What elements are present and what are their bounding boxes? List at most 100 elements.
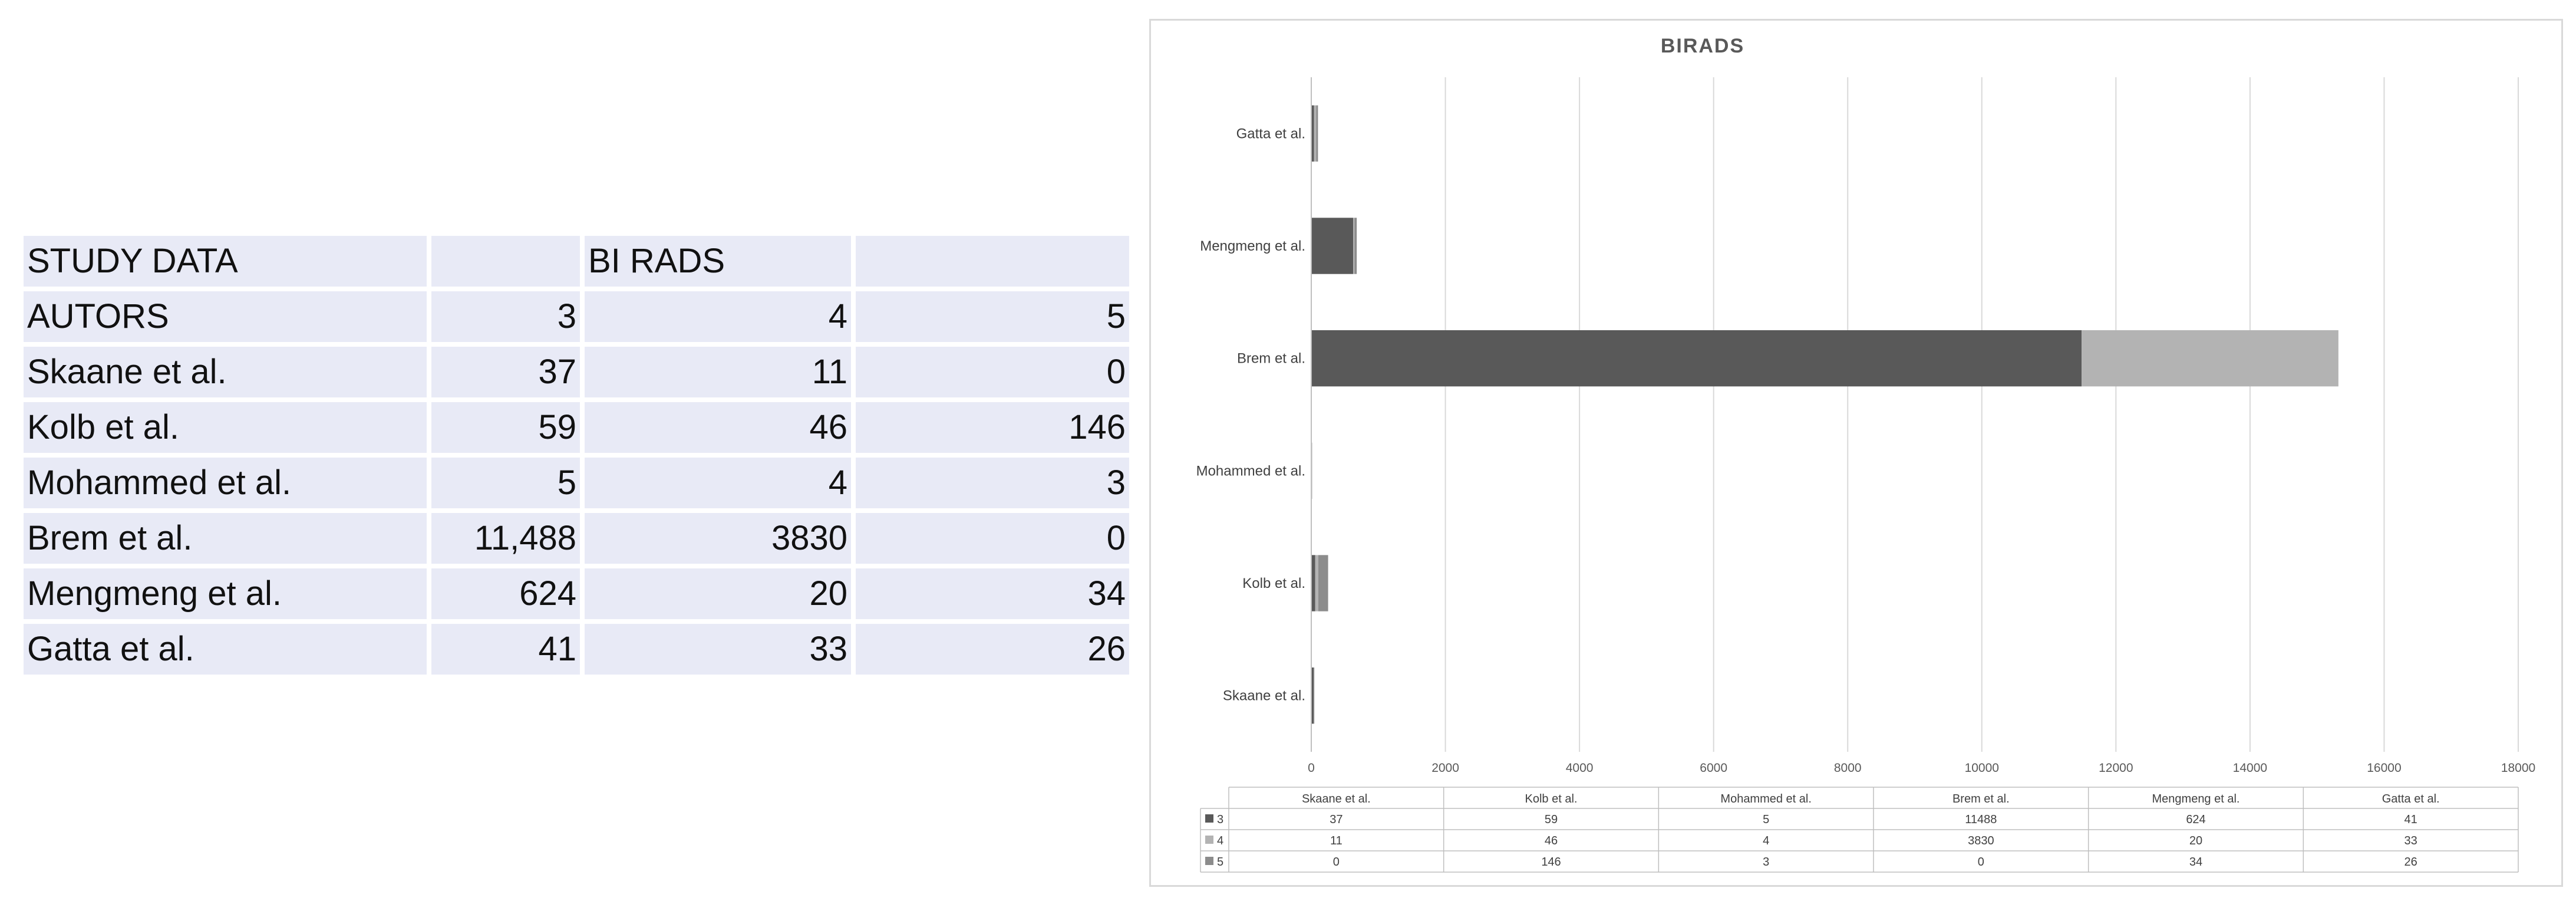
data-table-header: Mengmeng et al. bbox=[2152, 793, 2240, 805]
data-table-header: Kolb et al. bbox=[1525, 793, 1578, 805]
data-table-value: 146 bbox=[1541, 856, 1561, 869]
table-row: AUTORS 3 4 5 bbox=[24, 291, 1129, 342]
x-tick-label: 18000 bbox=[2501, 761, 2535, 775]
category-label: Skaane et al. bbox=[1223, 688, 1305, 704]
table-cell: BI RADS bbox=[585, 236, 851, 287]
x-tick-label: 10000 bbox=[1965, 761, 1999, 775]
x-tick-label: 2000 bbox=[1432, 761, 1459, 775]
x-tick-label: 12000 bbox=[2099, 761, 2133, 775]
table-cell: AUTORS bbox=[24, 291, 427, 342]
bar-segment bbox=[2082, 330, 2338, 387]
table-cell: 3 bbox=[856, 458, 1129, 508]
table-cell: Brem et al. bbox=[24, 513, 427, 564]
bar-segment bbox=[1354, 218, 1357, 274]
category-label: Mengmeng et al. bbox=[1200, 238, 1305, 254]
data-table-value: 11488 bbox=[1965, 813, 1997, 826]
table-cell: Kolb et al. bbox=[24, 402, 427, 453]
data-table-value: 624 bbox=[2186, 813, 2205, 826]
table-cell: 624 bbox=[431, 568, 580, 619]
table-cell: 0 bbox=[856, 513, 1129, 564]
legend-key bbox=[1205, 857, 1213, 865]
x-tick-label: 4000 bbox=[1566, 761, 1594, 775]
table-cell: 37 bbox=[431, 347, 580, 397]
data-table-value: 37 bbox=[1330, 813, 1343, 826]
table-cell: STUDY DATA bbox=[24, 236, 427, 287]
table-row: Mohammed et al. 5 4 3 bbox=[24, 458, 1129, 508]
data-table-value: 0 bbox=[1978, 856, 1984, 869]
table-cell: 11,488 bbox=[431, 513, 580, 564]
table-row: Brem et al. 11,488 3830 0 bbox=[24, 513, 1129, 564]
chart-title: BIRADS bbox=[1661, 35, 1744, 57]
data-table-value: 3830 bbox=[1968, 834, 1994, 847]
study-data-table: STUDY DATA BI RADS AUTORS 3 4 5 Skaane et al. 3… bbox=[19, 231, 1134, 679]
x-tick-label: 16000 bbox=[2367, 761, 2401, 775]
data-table-value: 11 bbox=[1330, 834, 1343, 847]
table-cell: Gatta et al. bbox=[24, 624, 427, 675]
table-cell: 11 bbox=[585, 347, 851, 397]
table-cell: Skaane et al. bbox=[24, 347, 427, 397]
table-cell: 26 bbox=[856, 624, 1129, 675]
data-table-value: 26 bbox=[2405, 856, 2417, 869]
table-cell: 4 bbox=[585, 291, 851, 342]
data-table-value: 33 bbox=[2405, 834, 2417, 847]
table-cell: 3 bbox=[431, 291, 580, 342]
table-row: Gatta et al. 41 33 26 bbox=[24, 624, 1129, 675]
bar-segment bbox=[1318, 555, 1328, 611]
table-cell: 5 bbox=[431, 458, 580, 508]
category-label: Kolb et al. bbox=[1242, 576, 1305, 591]
table-cell: 5 bbox=[856, 291, 1129, 342]
bar-segment bbox=[1353, 218, 1355, 274]
data-table-header: Skaane et al. bbox=[1302, 793, 1371, 805]
bar-segment bbox=[1316, 105, 1318, 162]
table-cell: 4 bbox=[585, 458, 851, 508]
data-table-value: 41 bbox=[2405, 813, 2417, 826]
table-row: Kolb et al. 59 46 146 bbox=[24, 402, 1129, 453]
data-table-value: 3 bbox=[1763, 856, 1769, 869]
table-cell: Mohammed et al. bbox=[24, 458, 427, 508]
table-cell: 146 bbox=[856, 402, 1129, 453]
data-table-value: 20 bbox=[2189, 834, 2202, 847]
table-cell: 33 bbox=[585, 624, 851, 675]
x-tick-label: 6000 bbox=[1700, 761, 1727, 775]
table-cell: 34 bbox=[856, 568, 1129, 619]
bar-segment bbox=[1311, 105, 1314, 162]
birads-chart-panel: BIRADS 0 2000 4000 6000 8000 10000 12000 14000 16… bbox=[1149, 19, 2563, 887]
table-row: Mengmeng et al. 624 20 34 bbox=[24, 568, 1129, 619]
data-table-value: 59 bbox=[1545, 813, 1558, 826]
table-cell: 46 bbox=[585, 402, 851, 453]
category-label: Brem et al. bbox=[1237, 351, 1305, 367]
table-cell: 41 bbox=[431, 624, 580, 675]
data-table-header: Gatta et al. bbox=[2382, 793, 2440, 805]
legend-label: 5 bbox=[1217, 856, 1223, 869]
data-table-value: 0 bbox=[1333, 856, 1340, 869]
table-cell bbox=[856, 236, 1129, 287]
category-label: Gatta et al. bbox=[1236, 126, 1305, 142]
data-table-header: Mohammed et al. bbox=[1720, 793, 1812, 805]
x-tick-label: 8000 bbox=[1834, 761, 1862, 775]
data-table-value: 46 bbox=[1545, 834, 1558, 847]
bar-segment bbox=[1311, 330, 2082, 387]
table-cell: 3830 bbox=[585, 513, 851, 564]
data-table-value: 34 bbox=[2189, 856, 2202, 869]
legend-key bbox=[1205, 836, 1213, 844]
legend-label: 4 bbox=[1217, 834, 1223, 847]
bar-segment bbox=[1311, 667, 1314, 724]
table-cell: 20 bbox=[585, 568, 851, 619]
x-tick-label: 0 bbox=[1308, 761, 1315, 775]
table-row: Skaane et al. 37 11 0 bbox=[24, 347, 1129, 397]
category-label: Mohammed et al. bbox=[1196, 463, 1305, 479]
bar-segment bbox=[1311, 555, 1315, 611]
bar-segment bbox=[1314, 105, 1317, 162]
x-tick-label: 14000 bbox=[2233, 761, 2267, 775]
table-cell bbox=[431, 236, 580, 287]
table-cell: Mengmeng et al. bbox=[24, 568, 427, 619]
data-table-value: 5 bbox=[1763, 813, 1769, 826]
legend-label: 3 bbox=[1217, 813, 1223, 826]
data-table-header: Brem et al. bbox=[1952, 793, 2010, 805]
data-table-value: 4 bbox=[1763, 834, 1769, 847]
bar-segment bbox=[1311, 218, 1353, 274]
bar-segment bbox=[1315, 555, 1318, 611]
table-cell: 0 bbox=[856, 347, 1129, 397]
table-cell: 59 bbox=[431, 402, 580, 453]
